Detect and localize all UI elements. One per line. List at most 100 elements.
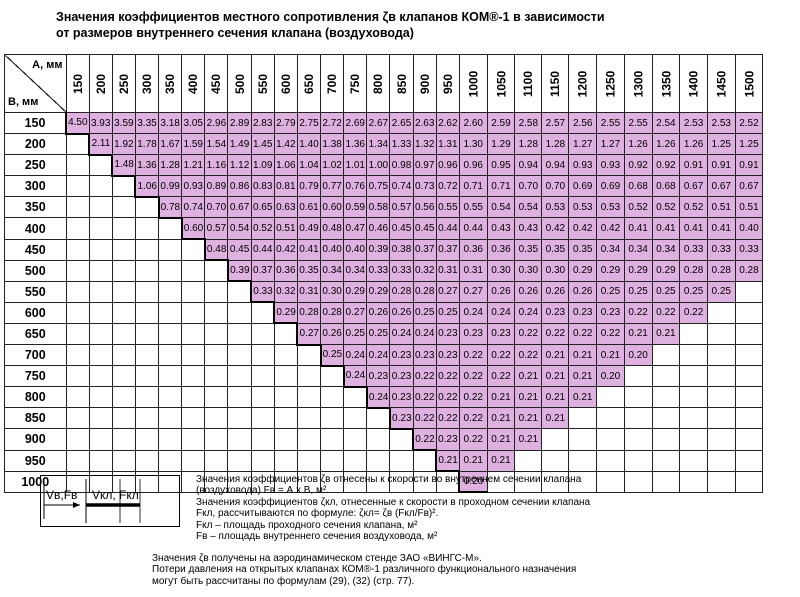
table-cell-empty bbox=[111, 428, 136, 451]
table-cell-value: 1.30 bbox=[458, 133, 488, 156]
table-cell-value: 3.05 bbox=[181, 111, 206, 135]
table-cell-value: 0.63 bbox=[273, 196, 298, 219]
table-cell-value: 0.33 bbox=[734, 238, 764, 261]
table-cell-value: 0.52 bbox=[250, 217, 275, 240]
row-header-b: 950 bbox=[4, 449, 67, 472]
table-cell-value: 0.45 bbox=[412, 217, 437, 240]
table-cell-empty bbox=[296, 428, 322, 451]
column-header-a: 550 bbox=[250, 54, 275, 113]
table-cell-value: 0.22 bbox=[458, 386, 488, 409]
table-cell-value: 0.71 bbox=[458, 175, 488, 198]
table-cell-empty bbox=[134, 407, 160, 430]
table-cell-value: 0.96 bbox=[458, 154, 488, 177]
table-cell-empty bbox=[134, 196, 160, 219]
table-cell-empty bbox=[134, 428, 160, 451]
table-cell-value: 0.96 bbox=[435, 154, 460, 177]
table-cell-empty bbox=[65, 259, 90, 282]
table-cell-empty bbox=[227, 428, 252, 451]
column-header-a: 400 bbox=[181, 54, 206, 113]
table-cell-value: 0.69 bbox=[568, 175, 598, 198]
table-cell-empty bbox=[181, 449, 206, 472]
table-cell-value: 0.22 bbox=[458, 365, 488, 388]
table-cell-value: 2.62 bbox=[435, 111, 460, 135]
table-cell-value: 0.71 bbox=[486, 175, 516, 198]
table-cell-empty bbox=[679, 322, 708, 346]
table-cell-value: 0.29 bbox=[568, 259, 598, 282]
table-cell-empty bbox=[250, 407, 275, 430]
table-cell-value: 0.92 bbox=[623, 154, 653, 177]
column-header-label: 1500 bbox=[741, 70, 756, 97]
table-cell-empty bbox=[158, 259, 183, 282]
column-header-a: 700 bbox=[320, 54, 345, 113]
table-cell-value: 0.42 bbox=[541, 217, 570, 240]
column-header-label: 1000 bbox=[466, 70, 481, 97]
table-cell-empty bbox=[250, 322, 275, 346]
table-cell-value: 0.34 bbox=[320, 259, 345, 282]
table-cell-value: 0.91 bbox=[679, 154, 708, 177]
table-cell-empty bbox=[734, 365, 764, 388]
table-cell-value: 0.32 bbox=[273, 280, 298, 303]
table-cell-empty bbox=[623, 386, 653, 409]
table-cell-value: 1.67 bbox=[158, 133, 183, 156]
table-cell-value: 0.24 bbox=[514, 301, 543, 324]
table-cell-value: 0.34 bbox=[596, 238, 625, 261]
column-header-label: 400 bbox=[186, 73, 201, 94]
diagram-frame bbox=[40, 475, 180, 527]
table-cell-value: 0.51 bbox=[734, 196, 764, 219]
table-cell-value: 0.25 bbox=[412, 301, 437, 324]
table-cell-value: 0.79 bbox=[296, 175, 322, 198]
table-cell-value: 0.21 bbox=[541, 344, 570, 367]
table-cell-empty bbox=[158, 238, 183, 261]
table-cell-empty bbox=[65, 217, 90, 240]
corner-label-a: A, мм bbox=[32, 59, 63, 71]
table-cell-empty bbox=[366, 449, 391, 472]
table-cell-value: 0.51 bbox=[273, 217, 298, 240]
table-cell-empty bbox=[734, 301, 764, 324]
table-cell-value: 0.73 bbox=[412, 175, 437, 198]
table-cell-value: 0.37 bbox=[250, 259, 275, 282]
table-cell-empty bbox=[734, 407, 764, 430]
table-cell-value: 0.24 bbox=[366, 344, 391, 367]
table-cell-value: 0.28 bbox=[706, 259, 736, 282]
table-cell-value: 0.67 bbox=[706, 175, 736, 198]
table-cell-value: 0.52 bbox=[623, 196, 653, 219]
table-row: 200 2.11 1.92 1.78 1.67 1.59 1.54 1.49 1.45 1.42 1… bbox=[4, 133, 764, 156]
table-cell-empty bbox=[706, 407, 736, 430]
table-cell-value: 0.22 bbox=[486, 365, 516, 388]
table-cell-empty bbox=[706, 301, 736, 324]
table-cell-value: 0.27 bbox=[435, 280, 460, 303]
table-cell-empty bbox=[273, 407, 298, 430]
table-cell-value: 0.45 bbox=[227, 238, 252, 261]
table-cell-value: 0.23 bbox=[596, 301, 625, 324]
table-row: 400 0.60 0.57 0.54 0.52 0.51 0.49 0.48 0.47 0.46 0… bbox=[4, 217, 764, 241]
table-cell-value: 2.55 bbox=[623, 111, 653, 135]
table-cell-empty bbox=[158, 386, 183, 409]
table-cell-empty bbox=[706, 365, 736, 388]
table-row: 550 0.33 0.32 0.31 0.30 0.29 0.29 0.28 0.28 0.27 0… bbox=[4, 280, 764, 304]
table-cell-value: 1.31 bbox=[435, 133, 460, 156]
table-cell-value: 1.09 bbox=[250, 154, 275, 177]
table-row: 900 0.22 0.23 0.22 0.21 0.21 bbox=[4, 428, 764, 452]
flow-arrow-head bbox=[73, 502, 80, 508]
table-cell-value: 2.72 bbox=[320, 111, 345, 135]
table-cell-value: 2.89 bbox=[227, 111, 252, 135]
table-cell-empty bbox=[651, 470, 681, 493]
table-cell-value: 2.60 bbox=[458, 111, 488, 135]
table-cell-value: 0.89 bbox=[204, 175, 229, 198]
table-cell-empty bbox=[227, 301, 252, 324]
table-cell-empty bbox=[88, 154, 113, 177]
table-cell-empty bbox=[88, 386, 113, 409]
table-cell-empty bbox=[181, 301, 206, 324]
table-cell-value: 1.25 bbox=[734, 133, 764, 156]
table-cell-value: 0.93 bbox=[596, 154, 625, 177]
table-cell-value: 1.16 bbox=[204, 154, 229, 177]
table-cell-empty bbox=[65, 133, 90, 156]
table-cell-value: 0.25 bbox=[343, 322, 368, 346]
table-cell-value: 2.54 bbox=[651, 111, 681, 135]
table-cell-empty bbox=[134, 449, 160, 472]
table-cell-value: 0.70 bbox=[541, 175, 570, 198]
table-cell-empty bbox=[181, 238, 206, 261]
table-cell-empty bbox=[158, 365, 183, 388]
table-cell-value: 1.38 bbox=[320, 133, 345, 156]
column-header-label: 200 bbox=[93, 73, 108, 94]
